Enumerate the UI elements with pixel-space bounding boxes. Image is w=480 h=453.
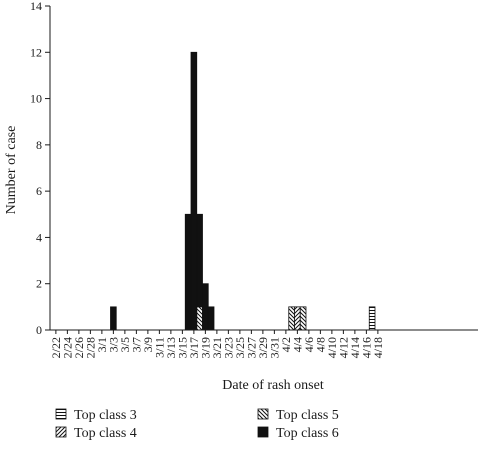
bar-top-class-5-3-18 — [196, 306, 203, 331]
x-tick-label: 3/27 — [244, 337, 258, 358]
bar-top-class-6-3-3 — [110, 306, 117, 331]
x-tick-label: 2/28 — [83, 337, 97, 358]
x-tick-label: 3/13 — [164, 337, 178, 358]
y-tick-label: 2 — [36, 277, 42, 291]
bar-top-class-5-4-5 — [299, 306, 307, 331]
y-ticks: 0 2 4 6 8 10 12 14 — [30, 0, 50, 337]
x-axis-title: Date of rash onset — [222, 378, 324, 393]
x-tick-label: 3/15 — [175, 337, 189, 358]
x-tick-label: 4/8 — [313, 337, 327, 352]
x-tick-label: 4/12 — [336, 337, 350, 358]
x-ticks: 2/222/242/262/283/13/33/53/73/93/113/133… — [49, 330, 385, 358]
x-tick-label: 3/3 — [106, 337, 120, 352]
legend-label-top-class-5: Top class 5 — [276, 408, 339, 423]
x-tick-label: 2/26 — [72, 337, 86, 358]
x-tick-label: 3/29 — [256, 337, 270, 358]
y-tick-label: 10 — [30, 92, 42, 106]
legend-swatch-top-class-4 — [55, 426, 67, 438]
x-tick-label: 2/22 — [49, 337, 63, 358]
x-tick-label: 3/17 — [187, 337, 201, 358]
x-tick-label: 4/18 — [371, 337, 385, 358]
x-tick-label: 3/31 — [267, 337, 281, 358]
x-tick-label: 4/6 — [302, 337, 316, 352]
y-tick-label: 8 — [36, 138, 42, 152]
x-tick-label: 3/19 — [198, 337, 212, 358]
y-tick-label: 12 — [30, 45, 42, 59]
bar-top-class-3-4-17 — [368, 306, 376, 331]
y-tick-label: 4 — [36, 230, 42, 244]
x-tick-label: 3/11 — [152, 337, 166, 358]
bar-top-class-6-3-16 — [184, 213, 192, 331]
x-tick-label: 3/5 — [118, 337, 132, 352]
x-tick-label: 3/9 — [141, 337, 155, 352]
x-tick-label: 2/24 — [60, 337, 74, 358]
legend-label-top-class-6: Top class 6 — [276, 426, 339, 441]
y-axis-title: Number of case — [4, 126, 19, 215]
legend-swatch-top-class-3 — [55, 408, 67, 420]
legend-label-top-class-3: Top class 3 — [74, 408, 137, 423]
y-tick-label: 6 — [36, 184, 42, 198]
y-tick-label: 14 — [30, 0, 42, 13]
legend-label-top-class-4: Top class 4 — [74, 426, 137, 441]
x-tick-label: 3/23 — [221, 337, 235, 358]
x-tick-label: 3/21 — [210, 337, 224, 358]
bar-top-class-6-3-20 — [207, 306, 215, 331]
x-tick-label: 4/4 — [290, 337, 304, 352]
bar-top-class-6-3-18 — [196, 213, 203, 308]
bar-top-class-6-3-19 — [202, 283, 209, 331]
x-tick-label: 3/1 — [95, 337, 109, 352]
legend: Top class 3 Top class 4 Top class 5 Top cla… — [55, 408, 339, 441]
x-tick-label: 3/7 — [129, 337, 143, 352]
legend-swatch-top-class-5 — [257, 408, 269, 420]
bars-layer — [110, 51, 376, 331]
x-tick-label: 3/25 — [233, 337, 247, 358]
x-tick-label: 4/2 — [279, 337, 293, 352]
bar-top-class-5-4-3 — [288, 306, 295, 331]
legend-swatch-top-class-6 — [257, 426, 269, 438]
x-tick-label: 4/14 — [348, 337, 362, 358]
x-tick-label: 4/16 — [359, 337, 373, 358]
bar-top-class-4-4-4 — [294, 306, 301, 331]
y-tick-label: 0 — [36, 323, 42, 337]
bar-top-class-6-3-17 — [190, 51, 198, 331]
x-tick-label: 4/10 — [325, 337, 339, 358]
